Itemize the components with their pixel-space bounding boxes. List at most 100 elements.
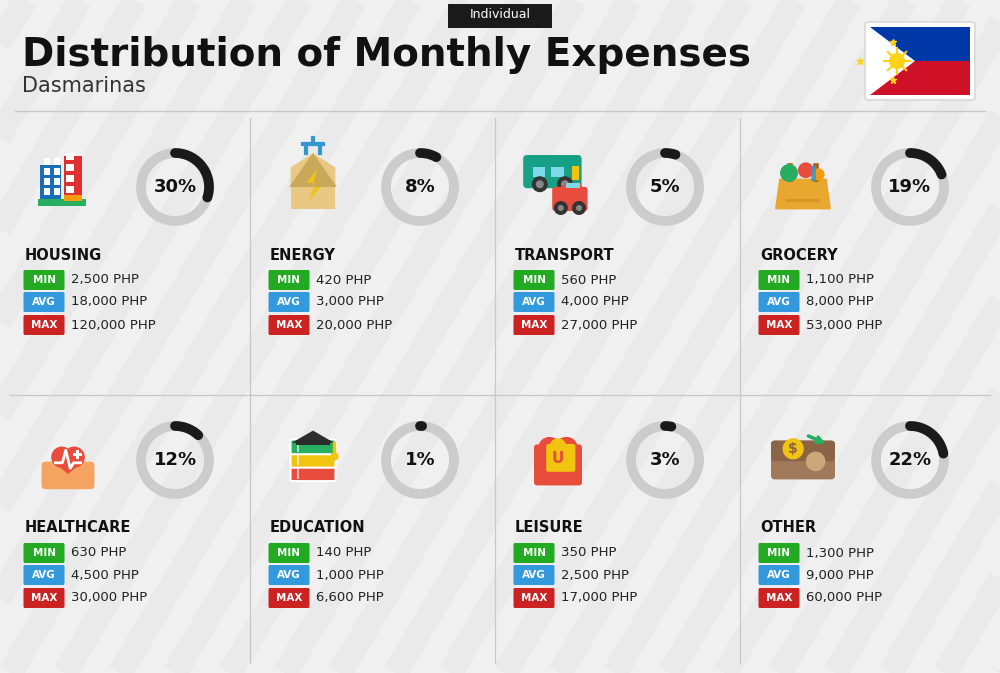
Text: MAX: MAX (276, 320, 302, 330)
Polygon shape (870, 27, 915, 95)
Text: 9,000 PHP: 9,000 PHP (806, 569, 874, 581)
Text: 17,000 PHP: 17,000 PHP (561, 592, 637, 604)
FancyBboxPatch shape (759, 565, 800, 585)
Bar (73, 454, 82, 456)
FancyBboxPatch shape (268, 588, 310, 608)
Text: 1,100 PHP: 1,100 PHP (806, 273, 874, 287)
Bar (54, 158, 60, 166)
Bar (64, 156, 82, 201)
Text: 6,600 PHP: 6,600 PHP (316, 592, 384, 604)
Bar (533, 168, 545, 177)
FancyBboxPatch shape (24, 292, 64, 312)
Text: MIN: MIN (522, 275, 546, 285)
Text: HEALTHCARE: HEALTHCARE (25, 520, 131, 536)
FancyBboxPatch shape (514, 543, 554, 563)
Text: MAX: MAX (521, 320, 547, 330)
Text: Distribution of Monthly Expenses: Distribution of Monthly Expenses (22, 36, 751, 74)
Bar (66, 174, 74, 182)
Text: 60,000 PHP: 60,000 PHP (806, 592, 882, 604)
Text: EDUCATION: EDUCATION (270, 520, 366, 536)
FancyBboxPatch shape (514, 292, 554, 312)
Text: 4,000 PHP: 4,000 PHP (561, 295, 629, 308)
FancyBboxPatch shape (759, 270, 800, 290)
FancyBboxPatch shape (268, 543, 310, 563)
Circle shape (806, 452, 825, 471)
Text: $: $ (788, 441, 798, 456)
Text: 140 PHP: 140 PHP (316, 546, 371, 559)
FancyBboxPatch shape (290, 453, 336, 468)
Bar (64, 195, 82, 201)
FancyBboxPatch shape (771, 441, 835, 461)
Text: 350 PHP: 350 PHP (561, 546, 616, 559)
FancyBboxPatch shape (268, 315, 310, 335)
Bar (870, 27, 970, 61)
Text: HOUSING: HOUSING (25, 248, 102, 262)
FancyBboxPatch shape (865, 22, 975, 100)
Bar (551, 168, 564, 177)
Bar (40, 165, 61, 201)
Polygon shape (292, 431, 334, 445)
Circle shape (780, 164, 798, 182)
Text: MAX: MAX (276, 593, 302, 603)
Text: 2,500 PHP: 2,500 PHP (71, 273, 139, 287)
Polygon shape (307, 169, 320, 201)
Text: MIN: MIN (768, 275, 790, 285)
FancyBboxPatch shape (42, 462, 94, 489)
Text: AVG: AVG (277, 570, 301, 580)
Text: 12%: 12% (153, 451, 197, 469)
FancyBboxPatch shape (24, 565, 64, 585)
Circle shape (532, 176, 548, 192)
Text: LEISURE: LEISURE (515, 520, 584, 536)
Circle shape (889, 53, 905, 69)
FancyBboxPatch shape (523, 155, 582, 188)
FancyBboxPatch shape (759, 315, 800, 335)
FancyBboxPatch shape (24, 543, 64, 563)
Text: AVG: AVG (767, 570, 791, 580)
Text: 27,000 PHP: 27,000 PHP (561, 318, 637, 332)
Bar (870, 61, 970, 95)
Bar (76, 450, 79, 458)
Text: 2,500 PHP: 2,500 PHP (561, 569, 629, 581)
Bar (811, 166, 816, 182)
Text: 5%: 5% (650, 178, 680, 196)
Circle shape (798, 162, 814, 178)
Text: MIN: MIN (278, 275, 300, 285)
Circle shape (572, 201, 586, 215)
Text: AVG: AVG (32, 297, 56, 307)
Text: MIN: MIN (522, 548, 546, 558)
Circle shape (557, 176, 573, 192)
FancyBboxPatch shape (268, 292, 310, 312)
Bar (786, 199, 820, 203)
Text: AVG: AVG (522, 570, 546, 580)
Polygon shape (289, 153, 337, 187)
Bar (54, 178, 60, 185)
FancyBboxPatch shape (514, 565, 554, 585)
Text: 18,000 PHP: 18,000 PHP (71, 295, 147, 308)
Bar (44, 158, 50, 166)
Polygon shape (52, 460, 84, 474)
Text: TRANSPORT: TRANSPORT (515, 248, 615, 262)
Text: 1,300 PHP: 1,300 PHP (806, 546, 874, 559)
FancyBboxPatch shape (448, 4, 552, 28)
Text: 4,500 PHP: 4,500 PHP (71, 569, 139, 581)
Text: 1,000 PHP: 1,000 PHP (316, 569, 384, 581)
Text: U: U (552, 451, 564, 466)
Text: AVG: AVG (522, 297, 546, 307)
Text: MAX: MAX (766, 320, 792, 330)
FancyBboxPatch shape (24, 588, 64, 608)
FancyBboxPatch shape (771, 441, 835, 479)
Text: AVG: AVG (32, 570, 56, 580)
FancyBboxPatch shape (759, 588, 800, 608)
Bar (572, 166, 579, 180)
Text: Dasmarinas: Dasmarinas (22, 76, 146, 96)
Text: ENERGY: ENERGY (270, 248, 336, 262)
Circle shape (783, 438, 804, 460)
Text: 3%: 3% (650, 451, 680, 469)
Bar (44, 188, 50, 195)
Text: 22%: 22% (888, 451, 932, 469)
FancyBboxPatch shape (268, 270, 310, 290)
Bar (291, 185, 335, 209)
Circle shape (51, 447, 72, 468)
FancyBboxPatch shape (514, 270, 554, 290)
Polygon shape (561, 183, 583, 190)
